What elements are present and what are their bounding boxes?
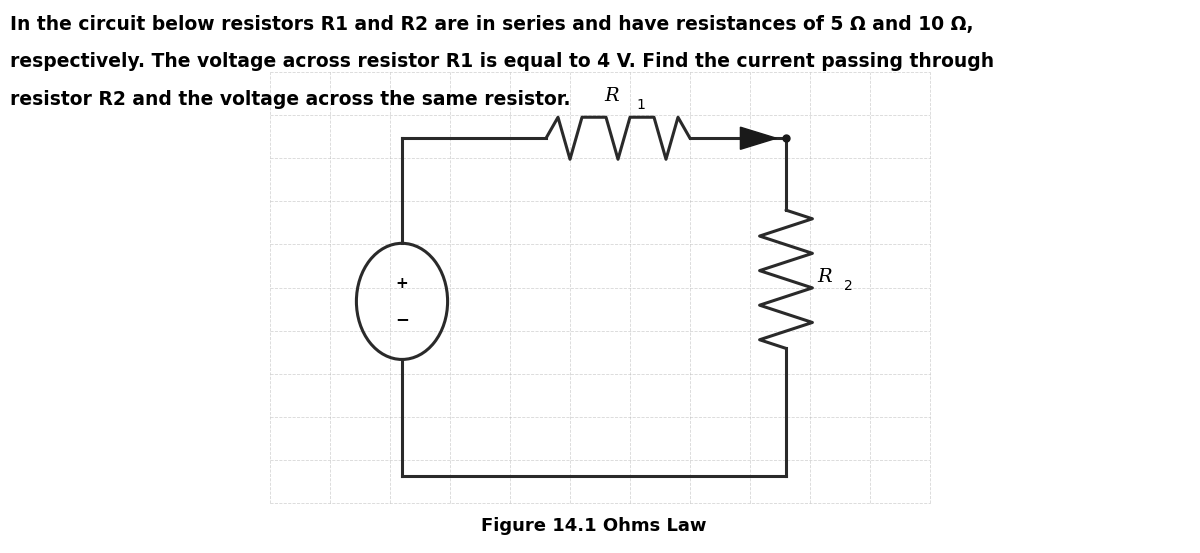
Text: R: R (605, 87, 619, 105)
Text: −: − (395, 310, 409, 328)
Text: +: + (396, 276, 408, 291)
Text: R: R (817, 268, 832, 285)
Text: resistor R2 and the voltage across the same resistor.: resistor R2 and the voltage across the s… (10, 90, 570, 109)
Text: In the circuit below resistors R1 and R2 are in series and have resistances of 5: In the circuit below resistors R1 and R2… (10, 15, 973, 34)
Text: 2: 2 (844, 279, 852, 293)
Text: Figure 14.1 Ohms Law: Figure 14.1 Ohms Law (481, 518, 707, 535)
Text: 1: 1 (636, 98, 646, 112)
Text: respectively. The voltage across resistor R1 is equal to 4 V. Find the current p: respectively. The voltage across resisto… (10, 53, 994, 71)
Polygon shape (740, 127, 776, 149)
